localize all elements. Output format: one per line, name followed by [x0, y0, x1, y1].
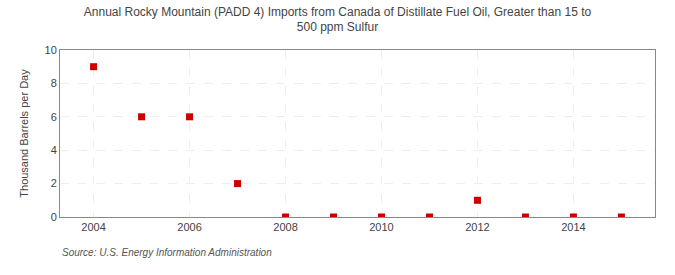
svg-text:6: 6: [51, 111, 57, 123]
svg-text:Annual Rocky Mountain (PADD 4): Annual Rocky Mountain (PADD 4) Imports f…: [84, 5, 592, 35]
svg-text:4: 4: [51, 144, 57, 156]
svg-text:Source: U.S. Energy Informatio: Source: U.S. Energy Information Administ…: [62, 247, 272, 258]
svg-text:Thousand Barrels per Day: Thousand Barrels per Day: [18, 69, 30, 198]
svg-text:2014: 2014: [561, 221, 585, 233]
svg-text:2004: 2004: [81, 221, 105, 233]
svg-text:2008: 2008: [273, 221, 297, 233]
svg-text:2012: 2012: [465, 221, 489, 233]
svg-text:2: 2: [51, 177, 57, 189]
svg-text:0: 0: [51, 211, 57, 223]
svg-text:10: 10: [45, 44, 57, 56]
svg-text:2006: 2006: [177, 221, 201, 233]
svg-text:2010: 2010: [369, 221, 393, 233]
svg-text:8: 8: [51, 77, 57, 89]
